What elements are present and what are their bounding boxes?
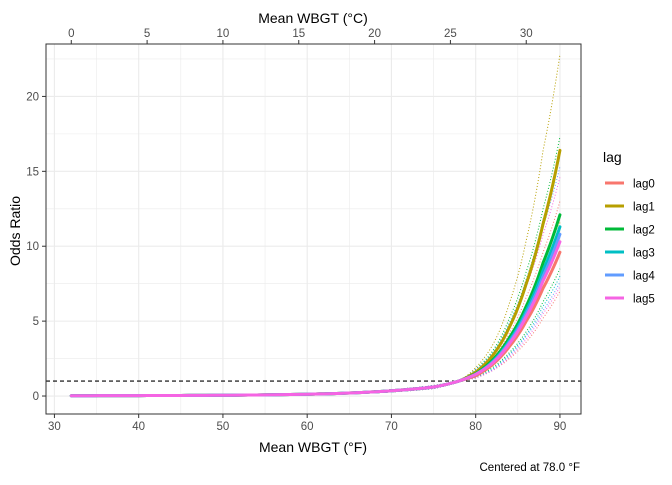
y-tick-label: 0	[33, 391, 39, 403]
y-tick-label: 20	[26, 91, 39, 103]
series-lines	[69, 148, 562, 398]
ci-upper-lag2	[71, 136, 561, 397]
x2-tick-label: 30	[520, 28, 533, 40]
y-tick-label: 10	[26, 241, 39, 253]
y-tick-label: 15	[26, 166, 39, 178]
legend: lag0 lag1 lag2 lag3 lag4 lag5	[605, 179, 655, 306]
ci-lower-lag0	[71, 290, 561, 397]
ci-lower-lag3	[71, 275, 561, 397]
x2-tick-label: 5	[144, 28, 150, 40]
x-tick-label: 50	[217, 421, 230, 433]
x-tick-label: 90	[554, 421, 567, 433]
y-tick-label: 5	[33, 316, 39, 328]
ci-lower-lag5	[71, 286, 561, 397]
legend-label-lag4: lag4	[633, 271, 655, 283]
series-line-lag4	[69, 232, 562, 398]
x2-tick-label: 20	[368, 28, 381, 40]
series-line-lag5	[69, 240, 562, 398]
legend-label-lag5: lag5	[633, 294, 655, 306]
ci-lower-lag2	[71, 268, 561, 397]
confidence-intervals	[71, 54, 561, 397]
x-axis-title: Mean WBGT (°F)	[259, 439, 367, 455]
y-axis-title: Odds Ratio	[7, 196, 23, 266]
x-tick-label: 40	[132, 421, 145, 433]
panel-frame	[45, 43, 582, 415]
legend-label-lag2: lag2	[633, 225, 655, 237]
x-tick-label: 80	[469, 421, 482, 433]
x2-tick-label: 25	[444, 28, 457, 40]
x2-tick-label: 10	[217, 28, 230, 40]
legend-label-lag1: lag1	[633, 202, 655, 214]
panel-border	[45, 43, 582, 415]
axes: 30 40 50 60 70 80 90 0 5 10 15 20 25 30 0 5 10 15 20	[26, 28, 566, 433]
x-tick-label: 30	[48, 421, 61, 433]
x2-tick-label: 15	[292, 28, 305, 40]
legend-label-lag0: lag0	[633, 179, 655, 191]
x-tick-label: 70	[385, 421, 398, 433]
ci-upper-lag1	[71, 54, 561, 397]
caption: Centered at 78.0 °F	[480, 462, 581, 474]
series-line-lag0	[69, 250, 562, 398]
legend-label-lag3: lag3	[633, 248, 655, 260]
ci-lower-lag4	[71, 281, 561, 397]
x2-axis-title: Mean WBGT (°C)	[258, 10, 368, 26]
legend-title: lag	[603, 149, 622, 165]
x2-tick-label: 0	[68, 28, 74, 40]
x-tick-label: 60	[301, 421, 314, 433]
